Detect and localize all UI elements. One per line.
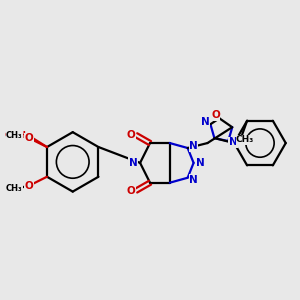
Text: O: O xyxy=(211,110,220,120)
Text: O: O xyxy=(127,130,136,140)
Text: N: N xyxy=(229,137,238,147)
Text: O: O xyxy=(23,132,31,142)
Text: N: N xyxy=(201,117,210,127)
Text: N: N xyxy=(196,158,205,168)
Text: N: N xyxy=(189,141,198,151)
Text: N: N xyxy=(189,175,198,185)
Text: O: O xyxy=(25,133,34,143)
Text: CH₃: CH₃ xyxy=(236,135,254,144)
Text: OCH₃: OCH₃ xyxy=(4,130,30,140)
Text: N: N xyxy=(129,158,137,168)
Text: CH₃: CH₃ xyxy=(6,184,22,193)
Text: O: O xyxy=(25,181,34,191)
Text: O: O xyxy=(127,186,136,196)
Text: CH₃: CH₃ xyxy=(6,130,22,140)
